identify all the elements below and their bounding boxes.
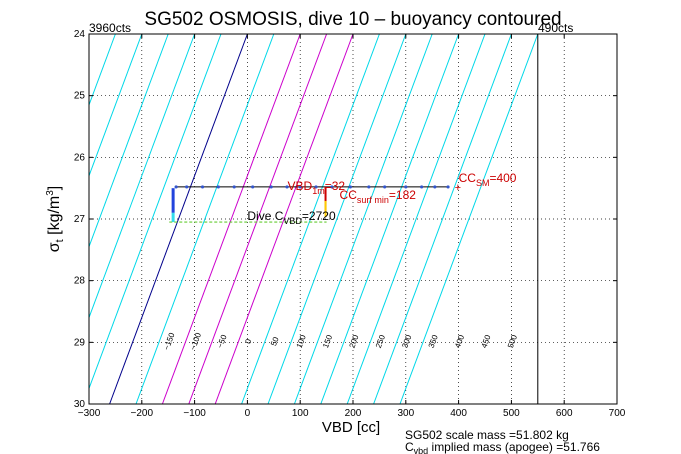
footer-rest: implied mass (apogee) =51.766 (428, 440, 600, 454)
profile-point (174, 185, 178, 189)
cc-surf-min-label: CCsurf min=182 (340, 188, 417, 205)
cc-sm-label-b: SM (476, 178, 490, 188)
contour-line (267, 34, 407, 404)
contour-line (135, 34, 275, 404)
cc-sm-label-a: CC (459, 171, 477, 185)
cc-sm-label: CCSM=400 (459, 171, 517, 188)
contour-line (373, 34, 512, 404)
profile-point (298, 185, 302, 189)
dive-c-vbd-label-c: =2720 (302, 209, 336, 223)
x-tick-label: 600 (556, 408, 573, 419)
contour-line (89, 34, 143, 178)
y-tick-label: 26 (74, 152, 86, 163)
grid-lines (89, 34, 617, 404)
cc-surf-min-label-b: surf min (357, 195, 389, 205)
footer-implied-mass: Cvbd implied mass (apogee) =51.766 (405, 440, 600, 454)
x-tick-label: −100 (183, 408, 206, 419)
x-tick-label: −300 (78, 408, 101, 419)
contour-line (214, 34, 354, 404)
x-tick-label: −200 (131, 408, 154, 419)
profile-point (404, 185, 408, 189)
vbd-1m-label-a: VBD (288, 179, 313, 193)
profile-point (269, 185, 273, 189)
contour-label-bottom: 0 (243, 337, 253, 345)
dive-c-vbd-label: Dive CVBD=2720 (247, 209, 336, 226)
corner-label-left: 3960cts (89, 21, 131, 35)
contour-line (161, 34, 301, 404)
contour-line (241, 34, 380, 404)
profile-point (420, 185, 424, 189)
profile-point (446, 185, 450, 189)
y-tick-label: 27 (74, 214, 86, 225)
contour-line (0, 34, 36, 404)
x-tick-label: 100 (292, 408, 309, 419)
vbd-1m-label-b: 1m (312, 186, 325, 196)
chart-title: SG502 OSMOSIS, dive 10 – buoyancy contou… (144, 9, 561, 30)
y-label-unit: [kg/m (46, 196, 63, 240)
profile-point (383, 185, 387, 189)
footer-vbd-sub: vbd (414, 446, 429, 454)
profile-point (367, 185, 371, 189)
contour-line (399, 34, 539, 404)
corner-label-right: 490cts (538, 21, 573, 35)
profile-point (314, 185, 318, 189)
profile-point (216, 185, 220, 189)
y-tick-label: 28 (74, 276, 86, 287)
y-tick-label: 24 (74, 29, 86, 40)
y-label-end: ] (46, 186, 63, 190)
vbd-1m-label: VBD1m=32 (288, 179, 346, 196)
contour-line (346, 34, 486, 404)
profile-point (232, 185, 236, 189)
profile-point (285, 185, 289, 189)
x-axis-label: VBD [cc] (322, 419, 380, 436)
contour-line (320, 34, 460, 404)
x-tick-label: 500 (503, 408, 520, 419)
y-axis-ticks: 24 25 26 27 28 29 30 (74, 29, 617, 410)
contour-label-bottom: 50 (269, 335, 281, 347)
profile-point (433, 185, 437, 189)
buoyancy-contours (0, 34, 539, 404)
dive-profile (169, 185, 450, 223)
x-tick-label: 0 (245, 408, 251, 419)
y-axis-label: σt [kg/m3] (45, 186, 66, 253)
contour-line (89, 34, 222, 390)
dive-c-vbd-label-a: Dive C (247, 209, 283, 223)
profile-point (348, 185, 352, 189)
contour-line (293, 34, 433, 404)
dive-c-vbd-label-b: VBD (283, 216, 302, 226)
profile-point (200, 185, 205, 189)
x-axis-ticks: −300 −200 −100 0 100 200 300 400 500 600 700 (78, 34, 626, 419)
x-tick-label: 300 (397, 408, 414, 419)
x-tick-label: 200 (345, 408, 362, 419)
footer-scale-mass: SG502 scale mass =51.802 kg (405, 428, 569, 442)
cc-surf-min-label-a: CC (340, 188, 358, 202)
y-label-sigma: σ (46, 242, 63, 252)
y-tick-label: 30 (74, 399, 86, 410)
y-tick-label: 29 (74, 337, 86, 348)
contour-line (89, 34, 169, 249)
cc-surf-min-label-c: =182 (389, 188, 416, 202)
x-tick-label: 700 (609, 408, 626, 419)
profile-point (251, 185, 255, 189)
y-label-sup: 3 (45, 190, 56, 196)
y-label-sub: t (54, 239, 66, 242)
y-tick-label: 25 (74, 91, 86, 102)
profile-point (185, 185, 189, 189)
contour-line (109, 34, 248, 404)
cc-sm-label-c: =400 (489, 171, 516, 185)
contour-line (89, 34, 196, 319)
contour-line (188, 34, 328, 404)
footer-c: C (405, 440, 414, 454)
vbd-1m-label-c: =32 (325, 179, 346, 193)
x-tick-label: 400 (450, 408, 467, 419)
cc-sm-marker: + (455, 182, 461, 194)
profile-point (330, 185, 334, 189)
